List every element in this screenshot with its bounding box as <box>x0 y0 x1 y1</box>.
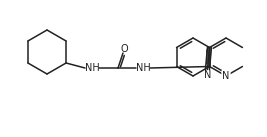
Text: O: O <box>120 44 128 54</box>
Text: NH: NH <box>136 63 150 73</box>
Text: N: N <box>222 71 230 81</box>
Text: N: N <box>204 69 211 79</box>
Text: NH: NH <box>85 63 99 73</box>
